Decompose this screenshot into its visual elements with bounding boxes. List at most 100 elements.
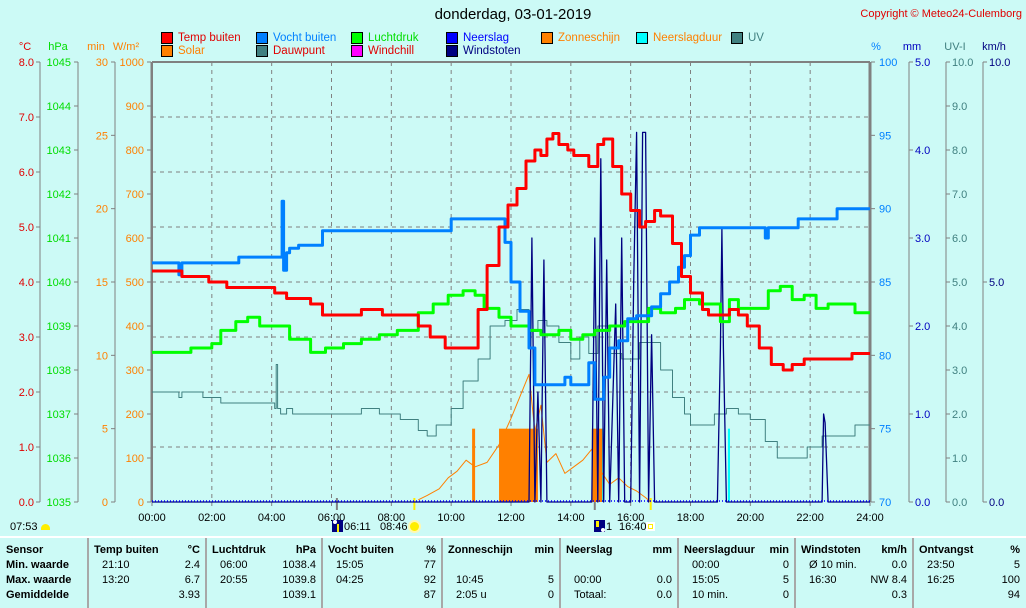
stats-row: 13:20 6.7 xyxy=(88,573,206,588)
stats-row: 00:00 0 xyxy=(678,558,795,573)
axis-tick-label: 70 xyxy=(879,497,891,509)
axis-tick-label: 200 xyxy=(126,409,144,421)
stats-value: 100 xyxy=(1001,574,1020,586)
stats-time: 13:20 xyxy=(102,574,130,586)
axis-tick-label: 0.0 xyxy=(19,497,34,509)
legend-swatch xyxy=(636,32,648,44)
copyright-text: Copyright © Meteo24-Culemborg xyxy=(860,8,1022,20)
stats-row: 16:30 NW 8.4 xyxy=(795,573,913,588)
series-vocht-buiten xyxy=(152,199,870,401)
stats-column: Temp buiten °C 21:10 2.4 13:20 6.7 3.93 xyxy=(88,540,206,608)
stats-header-unit: min xyxy=(534,544,554,556)
stats-separator xyxy=(441,538,443,608)
stats-value: 1039.1 xyxy=(282,589,316,601)
stats-value: 87 xyxy=(423,589,436,601)
axis-tick-label: 0 xyxy=(138,497,144,509)
axis-tick-label: 5.0 xyxy=(915,57,930,69)
legend-swatch xyxy=(256,45,268,57)
stats-value: 0 xyxy=(547,589,554,601)
legend-swatch xyxy=(351,45,363,57)
series-windstoten xyxy=(152,131,870,503)
axis-unit-right: mm xyxy=(903,41,921,53)
axis-tick-label: 1038 xyxy=(47,365,71,377)
series-temp-buiten xyxy=(152,132,870,372)
stats-row: 2:05 u 0 xyxy=(442,588,560,603)
legend-item: Temp buiten xyxy=(161,32,241,44)
stats-column: Ontvangst% 23:50 5 16:25 100 94 xyxy=(913,540,1026,608)
legend-label: Windstoten xyxy=(463,45,521,57)
legend-item: Luchtdruk xyxy=(351,32,419,44)
stats-time: 20:55 xyxy=(220,574,248,586)
axis-tick-label: 7.0 xyxy=(952,189,967,201)
stats-header-label: Vocht buiten xyxy=(328,544,394,556)
legend-item: Dauwpunt xyxy=(256,45,325,57)
x-tick-label: 14:00 xyxy=(557,512,585,524)
axis-tick-label: 0.0 xyxy=(989,497,1004,509)
stats-column: Neerslagduur min 00:00 0 15:05 5 10 min. 0 xyxy=(678,540,795,608)
stats-column: Neerslag mm 00:00 0.0 Totaal: 0.0 xyxy=(560,540,678,608)
axis-tick-label: 3.0 xyxy=(915,233,930,245)
legend-swatch xyxy=(351,32,363,44)
x-tick-label: 08:00 xyxy=(378,512,406,524)
stats-header-label: Windstoten xyxy=(801,544,861,556)
stats-value: 5 xyxy=(1013,559,1020,571)
stats-row: Min. waarde xyxy=(0,558,88,573)
axis-tick-label: 400 xyxy=(126,321,144,333)
x-tick-label: 20:00 xyxy=(737,512,765,524)
axis-tick-label: 2.0 xyxy=(915,321,930,333)
axis-tick-label: 4.0 xyxy=(19,277,34,289)
stats-time: Totaal: xyxy=(574,589,607,601)
stats-row: 0.3 xyxy=(795,588,913,603)
stats-separator xyxy=(677,538,679,608)
axis-tick-label: 1044 xyxy=(47,101,71,113)
axis-tick-label: 300 xyxy=(126,365,144,377)
legend-label: Solar xyxy=(178,45,205,57)
axis-tick-label: 5.0 xyxy=(989,277,1004,289)
stats-header: Zonneschijn min xyxy=(442,543,560,558)
stats-time: 15:05 xyxy=(336,559,364,571)
axis-tick-label: 900 xyxy=(126,101,144,113)
stats-value: 3.93 xyxy=(178,589,200,601)
legend-swatch xyxy=(541,32,553,44)
stats-column: Zonneschijn min 10:45 5 2:05 u 0 xyxy=(442,540,560,608)
stats-value: 77 xyxy=(423,559,436,571)
stats-value: 5 xyxy=(547,574,554,586)
stats-header: Sensor xyxy=(0,543,88,558)
x-tick-label: 12:00 xyxy=(497,512,525,524)
stats-header-unit: mm xyxy=(652,544,672,556)
stats-value: 92 xyxy=(423,574,436,586)
stats-time: 00:00 xyxy=(574,574,602,586)
stats-time: Gemiddelde xyxy=(6,589,69,601)
stats-column: Vocht buiten% 15:05 77 04:25 92 87 xyxy=(322,540,442,608)
stats-header-label: Sensor xyxy=(6,544,44,556)
sun-horizon-icon xyxy=(41,524,50,530)
stats-time: Min. waarde xyxy=(6,559,69,571)
stats-value: 0.3 xyxy=(891,589,907,601)
sunrise-icon xyxy=(410,522,419,531)
axis-tick-label: 15 xyxy=(96,277,108,289)
stats-header-label: Temp buiten xyxy=(94,544,159,556)
legend-item: Windchill xyxy=(351,45,414,57)
stats-separator xyxy=(794,538,796,608)
stats-row: 16:25 100 xyxy=(913,573,1026,588)
axis-tick-label: 20 xyxy=(96,204,108,216)
axis-tick-label: 25 xyxy=(96,130,108,142)
x-tick-label: 04:00 xyxy=(258,512,286,524)
stats-time: Max. waarde xyxy=(6,574,72,586)
stats-header-label: Luchtdruk xyxy=(212,544,266,556)
legend-label: Windchill xyxy=(368,45,415,57)
stats-row: 15:05 77 xyxy=(322,558,442,573)
stats-time: 00:00 xyxy=(692,559,720,571)
axis-tick-label: 1.0 xyxy=(952,453,967,465)
stats-time: 23:50 xyxy=(927,559,955,571)
axis-tick-label: 8.0 xyxy=(19,57,34,69)
stats-header-unit: hPa xyxy=(295,544,316,556)
axis-tick-label: 10 xyxy=(96,350,108,362)
legend-item: Solar xyxy=(161,45,205,57)
stats-column: Luchtdruk hPa 06:00 1038.4 20:55 1039.8 1039.1 xyxy=(206,540,322,608)
stats-time: 21:10 xyxy=(102,559,130,571)
legend-swatch xyxy=(446,45,458,57)
stats-header-label: Zonneschijn xyxy=(448,544,513,556)
legend-swatch xyxy=(446,32,458,44)
stats-header-label: Neerslagduur xyxy=(684,544,755,556)
